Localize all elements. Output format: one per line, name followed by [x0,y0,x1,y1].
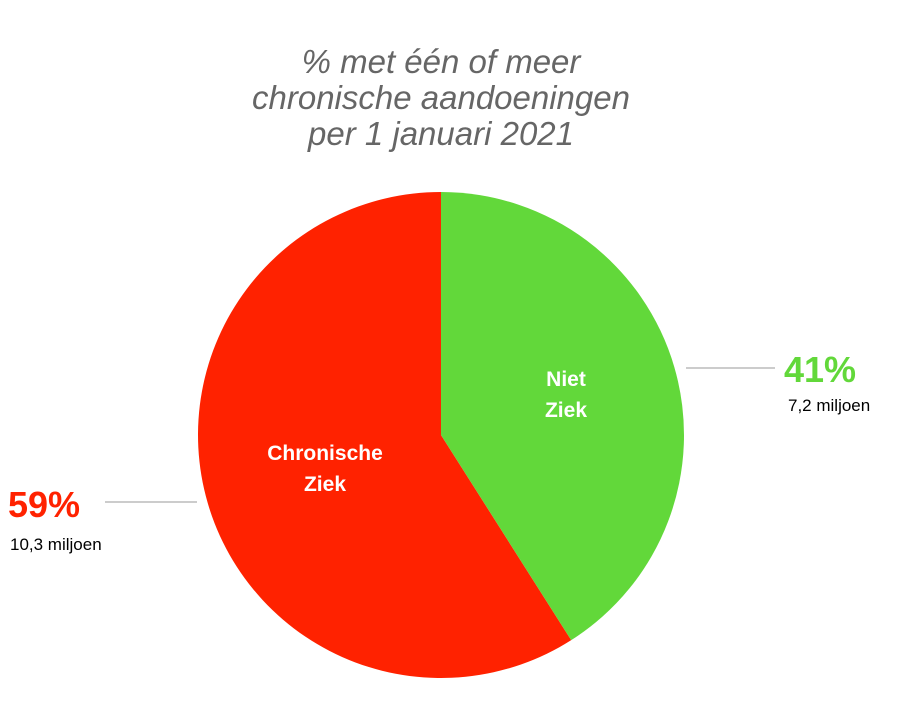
value-label: 59% [8,484,81,525]
value-label: 41% [784,349,857,390]
count-label: 10,3 miljoen [10,535,102,554]
pie-slice [441,192,685,641]
slice-label: Niet Ziek [544,368,588,422]
pie-slice [198,192,572,678]
count-label: 7,2 miljoen [788,396,871,415]
chart-title: % met één of meer chronische aandoeninge… [252,43,630,152]
slice-label: Chronische Ziek [267,442,383,496]
